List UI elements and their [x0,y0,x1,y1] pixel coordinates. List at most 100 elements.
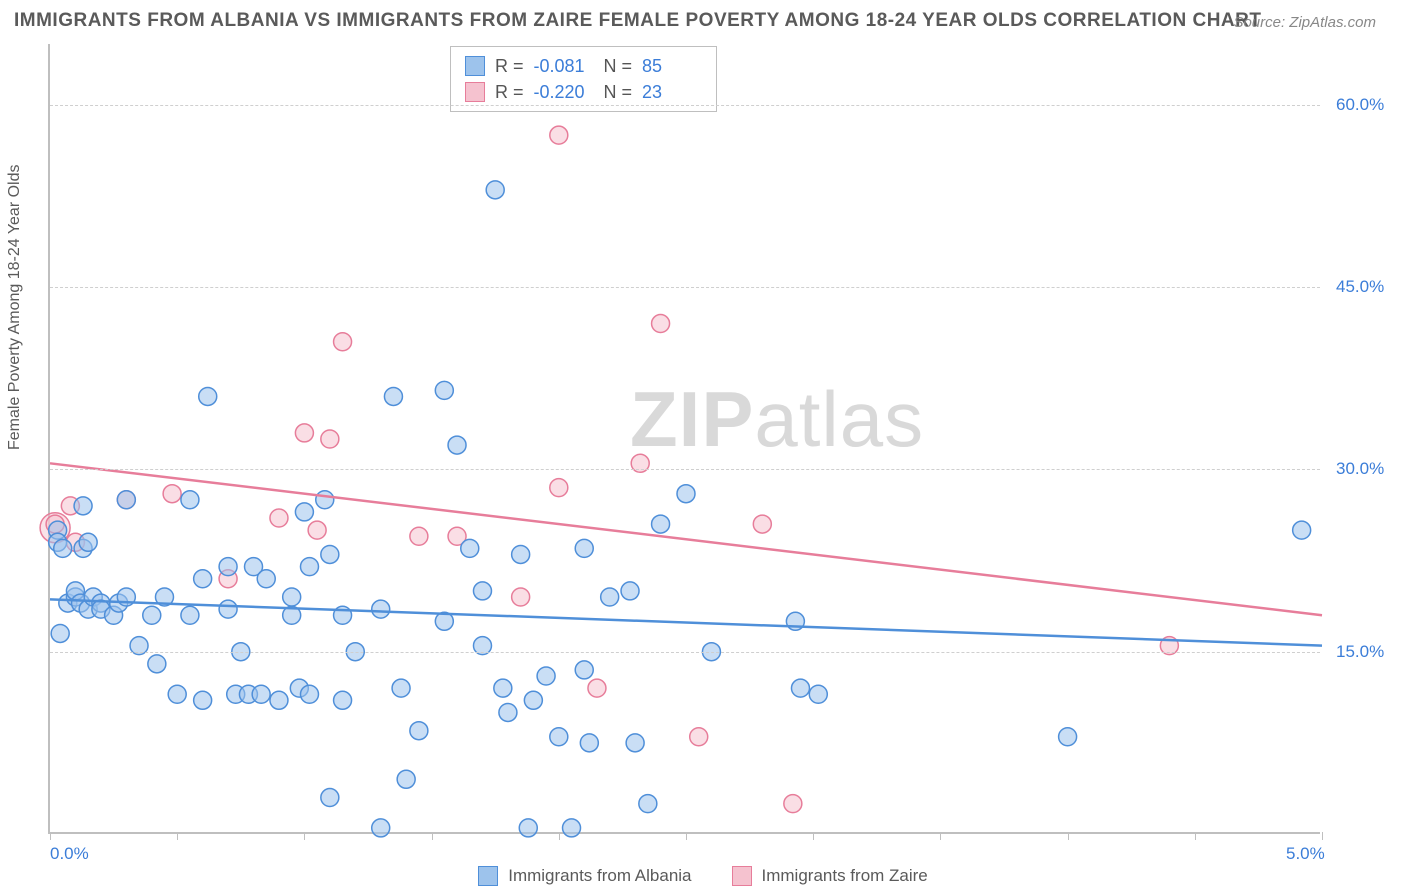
legend-item: Immigrants from Zaire [732,866,928,886]
scatter-point [257,570,275,588]
gridline [50,287,1320,288]
gridline [50,105,1320,106]
y-axis-label: Female Poverty Among 18-24 Year Olds [6,165,24,451]
correlation-legend: R = -0.081 N = 85 R = -0.220 N = 23 [450,46,717,112]
scatter-point [181,606,199,624]
plot-area: ZIPatlas R =-0.081N =85R =-0.220N =23 15… [48,44,1320,834]
series-legend: Immigrants from Albania Immigrants from Z… [0,866,1406,886]
scatter-point [1059,728,1077,746]
legend-item: Immigrants from Albania [478,866,691,886]
scatter-point [308,521,326,539]
scatter-point [639,795,657,813]
scatter-point [410,527,428,545]
scatter-point [512,588,530,606]
y-tick-label: 15.0% [1336,642,1384,662]
scatter-point [550,728,568,746]
gridline [50,469,1320,470]
scatter-point [575,539,593,557]
scatter-point [300,558,318,576]
scatter-point [519,819,537,837]
scatter-point [550,126,568,144]
scatter-point [791,679,809,697]
n-value: 85 [642,56,702,77]
y-tick-label: 30.0% [1336,459,1384,479]
legend-label: Immigrants from Zaire [762,866,928,886]
scatter-point [372,600,390,618]
r-value: -0.220 [534,82,594,103]
x-tick [1195,832,1196,840]
scatter-point [563,819,581,837]
scatter-point [334,691,352,709]
scatter-point [397,770,415,788]
scatter-point [537,667,555,685]
scatter-point [784,795,802,813]
n-label: N = [604,82,633,103]
x-tick [686,832,687,840]
scatter-point [601,588,619,606]
scatter-point [1293,521,1311,539]
scatter-point [524,691,542,709]
scatter-point [194,691,212,709]
scatter-point [252,685,270,703]
legend-row: R = -0.220 N = 23 [465,79,702,105]
scatter-point [435,381,453,399]
scatter-point [295,503,313,521]
x-tick [813,832,814,840]
x-tick-label: 0.0% [50,844,89,864]
scatter-point [219,558,237,576]
scatter-point [753,515,771,533]
scatter-point [448,436,466,454]
chart-title: IMMIGRANTS FROM ALBANIA VS IMMIGRANTS FR… [14,10,1261,32]
n-value: 23 [642,82,702,103]
scatter-point [410,722,428,740]
scatter-point [168,685,186,703]
scatter-point [321,789,339,807]
scatter-point [334,333,352,351]
plot-svg [50,44,1320,832]
scatter-point [626,734,644,752]
legend-label: Immigrants from Albania [508,866,691,886]
scatter-point [580,734,598,752]
r-label: R = [495,82,524,103]
scatter-point [588,679,606,697]
r-value: -0.081 [534,56,594,77]
scatter-point [652,315,670,333]
x-tick [304,832,305,840]
scatter-point [283,588,301,606]
scatter-point [494,679,512,697]
scatter-point [809,685,827,703]
x-tick [559,832,560,840]
scatter-point [461,539,479,557]
scatter-point [677,485,695,503]
scatter-point [300,685,318,703]
scatter-point [117,491,135,509]
scatter-point [163,485,181,503]
scatter-point [295,424,313,442]
y-tick-label: 45.0% [1336,277,1384,297]
x-tick [1068,832,1069,840]
n-label: N = [604,56,633,77]
legend-swatch [478,866,498,886]
x-tick [1322,832,1323,840]
scatter-point [181,491,199,509]
source-attribution: Source: ZipAtlas.com [1233,14,1376,31]
scatter-point [321,430,339,448]
scatter-point [621,582,639,600]
x-tick [177,832,178,840]
scatter-point [512,545,530,563]
scatter-point [321,545,339,563]
trend-line [50,599,1322,645]
scatter-point [392,679,410,697]
scatter-point [219,600,237,618]
scatter-point [194,570,212,588]
r-label: R = [495,56,524,77]
scatter-point [270,509,288,527]
legend-swatch [732,866,752,886]
legend-row: R = -0.081 N = 85 [465,53,702,79]
scatter-point [148,655,166,673]
scatter-point [51,624,69,642]
legend-swatch [465,82,485,102]
scatter-point [473,582,491,600]
scatter-point [270,691,288,709]
gridline [50,652,1320,653]
